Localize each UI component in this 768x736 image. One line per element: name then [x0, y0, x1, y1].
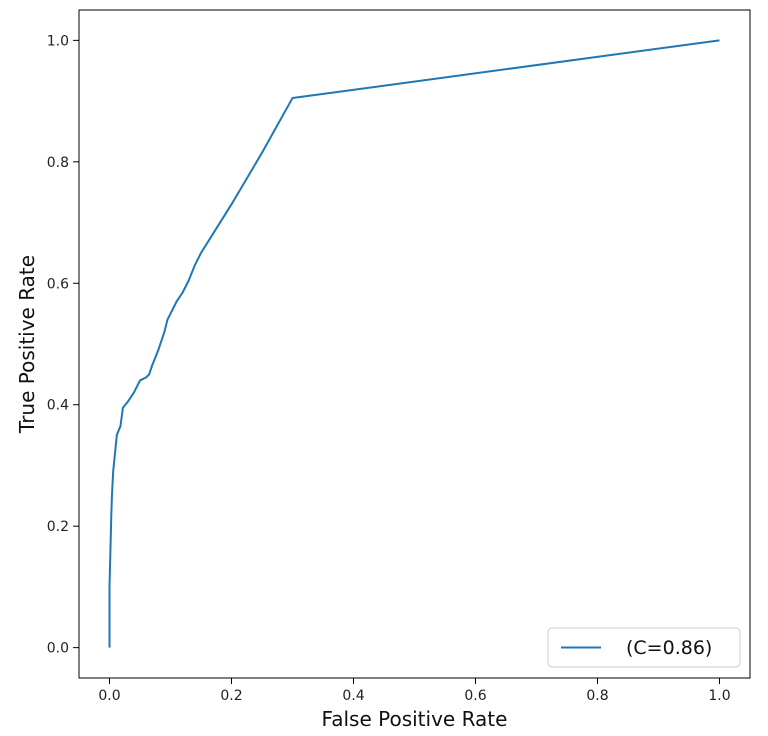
- x-tick-label: 0.6: [464, 688, 486, 704]
- legend: (C=0.86): [547, 627, 741, 668]
- plot-area: [78, 9, 751, 679]
- y-axis-ticks: 0.0 0.2 0.4 0.6 0.8 1.0: [47, 33, 79, 657]
- x-tick-label: 0.0: [98, 688, 120, 704]
- legend-entry-label: (C=0.86): [626, 637, 712, 659]
- x-axis-label: False Positive Rate: [322, 707, 508, 731]
- series-layer: [108, 39, 720, 648]
- y-tick-label: 0.0: [47, 641, 69, 657]
- y-tick-label: 0.2: [47, 519, 69, 535]
- x-tick-label: 1.0: [708, 688, 730, 704]
- x-axis-ticks: 0.0 0.2 0.4 0.6 0.8 1.0: [98, 678, 731, 704]
- y-tick-label: 1.0: [47, 33, 69, 49]
- x-tick-label: 0.4: [342, 688, 364, 704]
- y-axis-label: True Positive Rate: [15, 255, 39, 434]
- x-tick-label: 0.2: [220, 688, 242, 704]
- roc-curve-line: [108, 39, 720, 648]
- y-tick-label: 0.8: [47, 155, 69, 171]
- y-tick-label: 0.6: [47, 276, 69, 292]
- x-tick-label: 0.8: [586, 688, 608, 704]
- legend-box: [547, 627, 741, 668]
- y-tick-label: 0.4: [47, 398, 69, 414]
